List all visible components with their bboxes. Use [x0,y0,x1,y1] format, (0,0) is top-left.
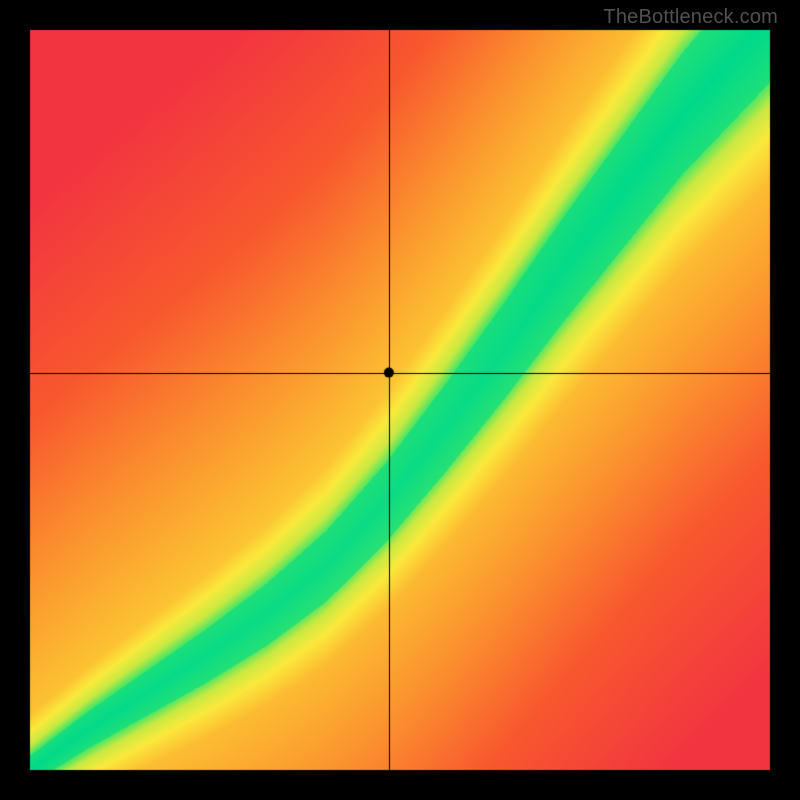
bottleneck-heatmap [0,0,800,800]
watermark-text: TheBottleneck.com [603,6,778,29]
